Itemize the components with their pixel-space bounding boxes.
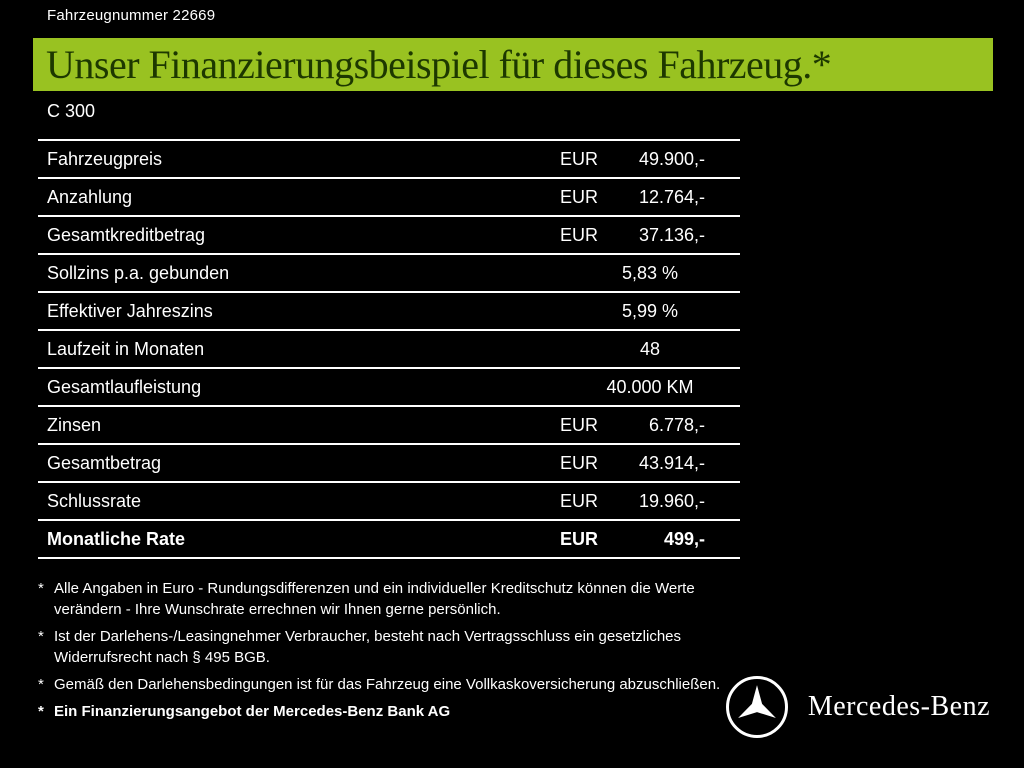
model-name: C 300 [47,101,96,121]
row-value-col: EUR 37.136,- [550,225,740,246]
currency-label: EUR [560,186,599,207]
row-label: Gesamtkreditbetrag [47,224,206,245]
footnote-text: Ein Finanzierungsangebot der Mercedes-Be… [54,703,451,720]
row-value: 40.000 KM [606,376,694,397]
row-label: Monatliche Rate [47,528,186,549]
footnote-marker: * [38,676,44,693]
table-row: Effektiver Jahreszins 5,99 % [38,293,740,331]
row-label: Schlussrate [47,490,142,511]
footnote-text: Ist der Darlehens-/Leasingnehmer Verbrau… [54,628,682,666]
currency-label: EUR [560,490,599,511]
row-label: Gesamtlaufleistung [47,376,202,397]
currency-label: EUR [560,528,599,549]
table-row: Zinsen EUR 6.778,- [38,407,740,445]
row-value: 499,- [663,528,705,549]
table-row: Anzahlung EUR 12.764,- [38,179,740,217]
currency-label: EUR [560,452,599,473]
brand-wordmark: Mercedes-Benz [807,691,990,722]
table-row: Monatliche Rate EUR 499,- [38,521,740,559]
row-value: 43.914,- [638,452,705,473]
footnote: * Ist der Darlehens-/Leasingnehmer Verbr… [38,626,728,668]
row-value: 49.900,- [638,148,705,169]
currency-label: EUR [560,148,599,169]
row-value-col: EUR 12.764,- [550,187,740,208]
row-value: 19.960,- [638,490,705,511]
row-label: Anzahlung [47,186,133,207]
row-value-col: EUR 49.900,- [550,149,740,170]
footnote-text: Alle Angaben in Euro - Rundungsdifferenz… [54,580,695,618]
row-value: 37.136,- [638,224,705,245]
row-value-col: 48 [550,339,740,360]
currency-label: EUR [560,414,599,435]
row-value: 12.764,- [638,186,705,207]
currency-label: EUR [560,224,599,245]
row-value-col: 5,83 % [550,263,740,284]
table-row: Gesamtkreditbetrag EUR 37.136,- [38,217,740,255]
vehicle-number: Fahrzeugnummer 22669 [47,7,216,24]
row-value: 5,99 % [621,300,679,321]
row-value-col: 5,99 % [550,301,740,322]
banner-title: Unser Finanzierungsbeispiel für dieses F… [46,42,832,87]
footnote-text: Gemäß den Darlehensbedingungen ist für d… [54,676,721,693]
table-row: Schlussrate EUR 19.960,- [38,483,740,521]
table-row: Sollzins p.a. gebunden 5,83 % [38,255,740,293]
row-value: 5,83 % [621,262,679,283]
row-label: Laufzeit in Monaten [47,338,205,359]
table-row: Laufzeit in Monaten 48 [38,331,740,369]
table-row: Gesamtlaufleistung 40.000 KM [38,369,740,407]
row-label: Zinsen [47,414,102,435]
footnote: * Ein Finanzierungsangebot der Mercedes-… [38,701,728,722]
mercedes-star-icon [737,685,776,718]
footnote-marker: * [38,580,44,597]
row-label: Gesamtbetrag [47,452,162,473]
table-row: Fahrzeugpreis EUR 49.900,- [38,141,740,179]
row-label: Fahrzeugpreis [47,148,163,169]
row-value-col: 40.000 KM [550,377,740,398]
row-value-col: EUR 499,- [550,529,740,550]
row-value-col: EUR 43.914,- [550,453,740,474]
footnote: * Gemäß den Darlehensbedingungen ist für… [38,674,728,695]
finance-table: Fahrzeugpreis EUR 49.900,- Anzahlung EUR… [38,139,740,559]
headline-banner: Unser Finanzierungsbeispiel für dieses F… [33,38,993,91]
row-value: 6.778,- [648,414,705,435]
footnote-marker: * [38,628,44,645]
brand-block: Mercedes-Benz [725,676,990,738]
footnotes: * Alle Angaben in Euro - Rundungsdiffere… [38,578,728,728]
row-value-col: EUR 19.960,- [550,491,740,512]
table-row: Gesamtbetrag EUR 43.914,- [38,445,740,483]
row-value-col: EUR 6.778,- [550,415,740,436]
mercedes-logo [725,676,788,738]
row-label: Effektiver Jahreszins [47,300,213,321]
row-label: Sollzins p.a. gebunden [47,262,230,283]
row-value: 48 [639,338,661,359]
footnote: * Alle Angaben in Euro - Rundungsdiffere… [38,578,728,620]
footnote-marker: * [38,703,44,720]
